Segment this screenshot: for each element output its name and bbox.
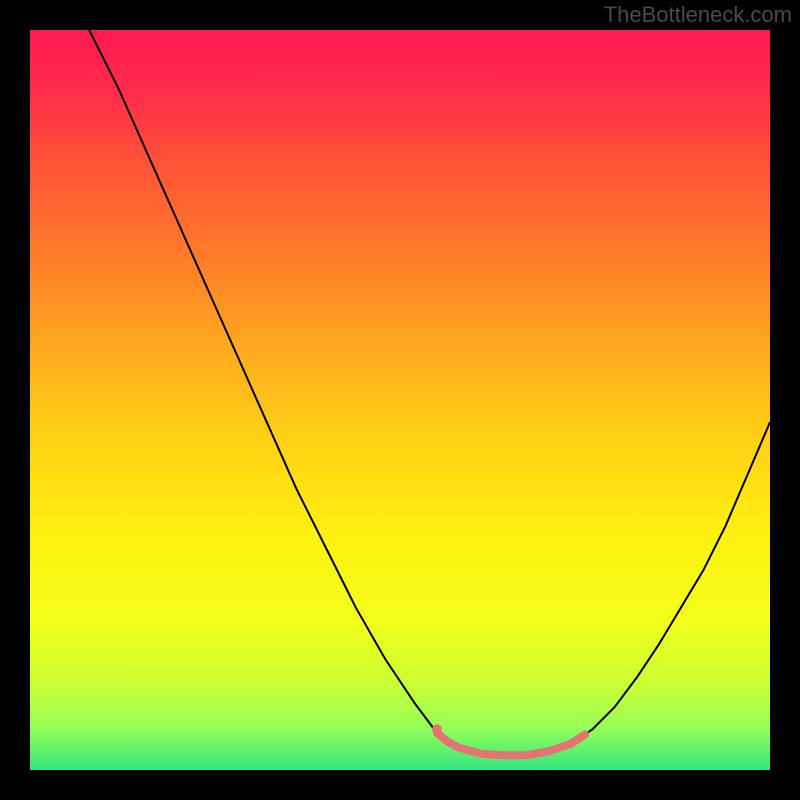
highlight-dot xyxy=(432,724,442,734)
bottleneck-chart xyxy=(30,30,770,770)
watermark-text: TheBottleneck.com xyxy=(604,2,792,28)
chart-container xyxy=(30,30,770,770)
